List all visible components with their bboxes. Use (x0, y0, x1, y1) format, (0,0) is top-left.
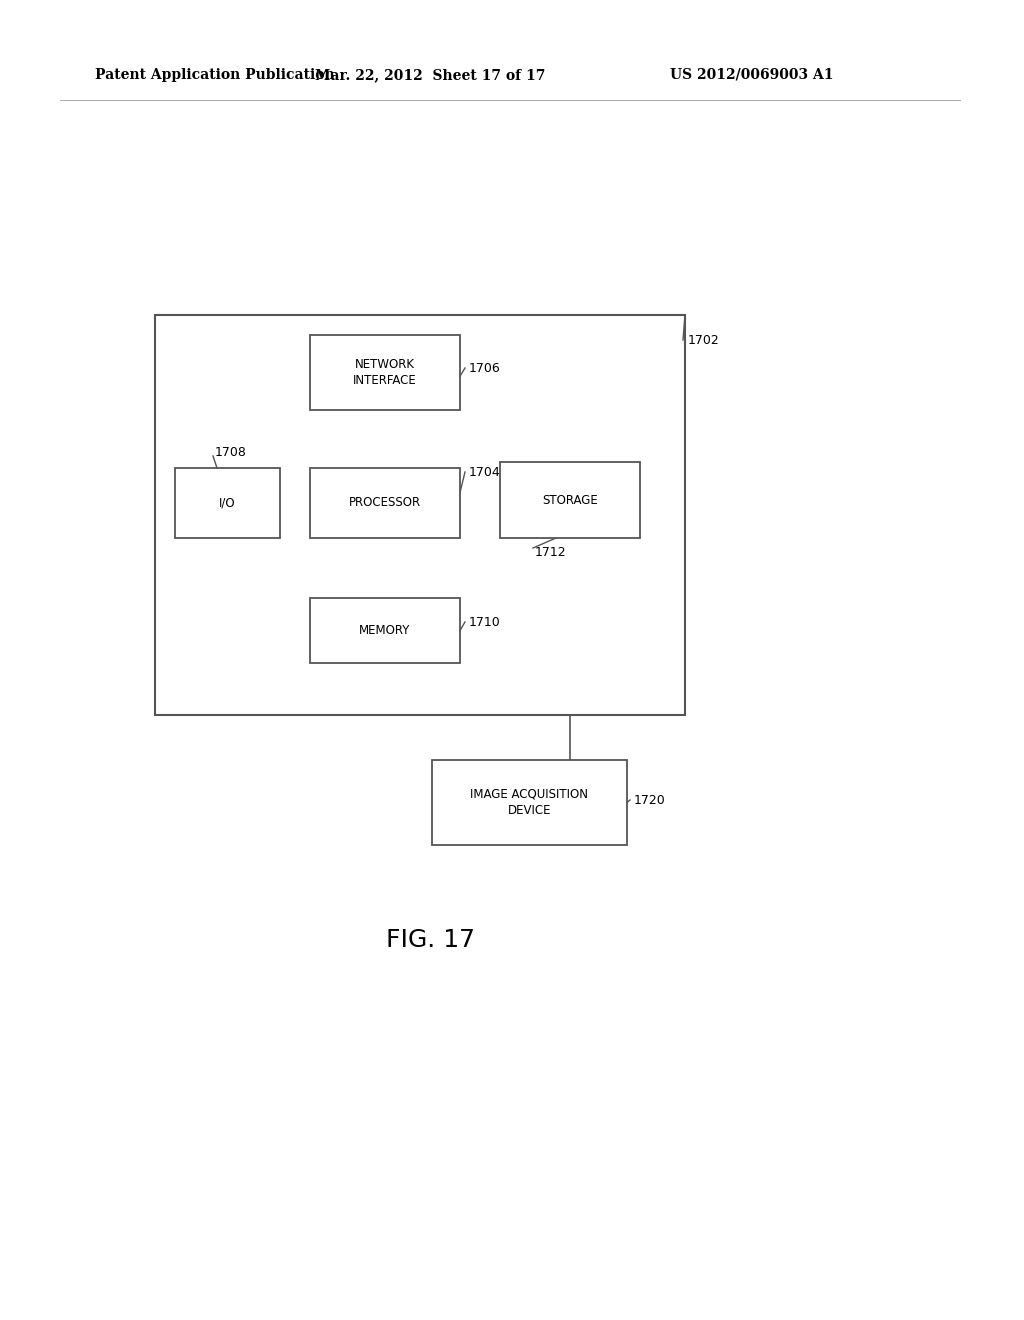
Text: PROCESSOR: PROCESSOR (349, 496, 421, 510)
Text: MEMORY: MEMORY (359, 624, 411, 638)
Text: 1720: 1720 (634, 793, 666, 807)
Text: 1710: 1710 (469, 615, 501, 628)
Text: 1712: 1712 (535, 545, 566, 558)
Text: I/O: I/O (219, 496, 236, 510)
Text: Patent Application Publication: Patent Application Publication (95, 69, 335, 82)
Bar (500, 462, 640, 539)
Bar (155, 315, 685, 715)
Text: Mar. 22, 2012  Sheet 17 of 17: Mar. 22, 2012 Sheet 17 of 17 (314, 69, 545, 82)
Text: STORAGE: STORAGE (542, 494, 598, 507)
Bar (432, 760, 627, 845)
Text: NETWORK
INTERFACE: NETWORK INTERFACE (353, 358, 417, 388)
Text: FIG. 17: FIG. 17 (385, 928, 474, 952)
Text: 1702: 1702 (688, 334, 720, 346)
Bar (175, 469, 280, 539)
Text: IMAGE ACQUISITION
DEVICE: IMAGE ACQUISITION DEVICE (470, 788, 589, 817)
Bar (310, 469, 460, 539)
Bar (310, 335, 460, 411)
Text: US 2012/0069003 A1: US 2012/0069003 A1 (670, 69, 834, 82)
Text: 1706: 1706 (469, 362, 501, 375)
Bar (310, 598, 460, 663)
Text: 1704: 1704 (469, 466, 501, 479)
Text: 1708: 1708 (215, 446, 247, 458)
